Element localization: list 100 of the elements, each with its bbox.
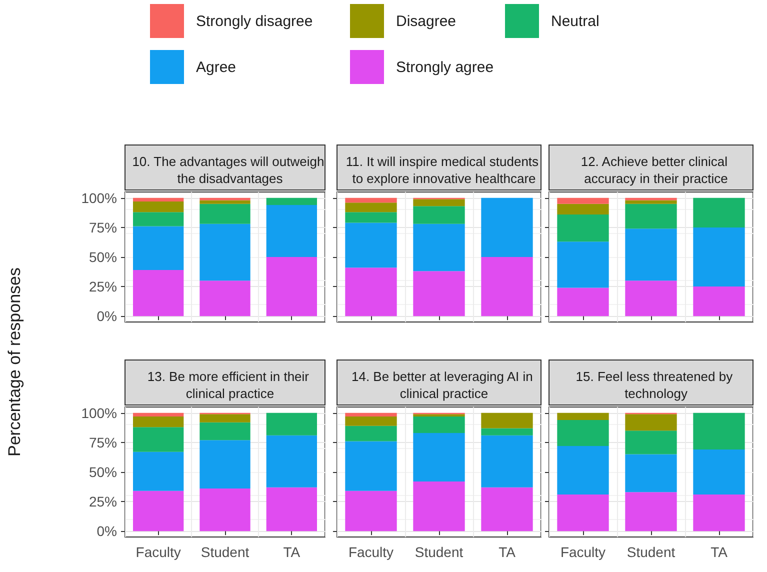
bar [345, 222, 397, 268]
legend-label: Strongly agree [396, 58, 494, 76]
bar [200, 414, 250, 422]
bar [345, 490, 397, 532]
bar [345, 412, 397, 416]
bar [625, 414, 677, 431]
bar [345, 416, 397, 426]
bar [481, 257, 533, 316]
x-tick-label: Student [414, 544, 464, 560]
y-tick-label: 50% [88, 464, 117, 480]
x-tick-label: Faculty [560, 544, 606, 560]
bar [266, 257, 317, 316]
bar [557, 204, 609, 214]
chart-title: 14. Be better at leveraging AI in clinical practice [351, 369, 537, 401]
bar [625, 430, 677, 454]
x-tick-label: TA [498, 544, 516, 560]
bar [413, 416, 465, 433]
bar [481, 487, 533, 532]
bar [133, 490, 184, 532]
bar [133, 198, 184, 202]
bar [345, 202, 397, 212]
bar [557, 214, 609, 242]
bar [557, 446, 609, 494]
bar [200, 280, 250, 316]
bar [625, 454, 677, 492]
bar [345, 198, 397, 203]
bar [481, 198, 533, 257]
y-tick-label: 100% [81, 190, 117, 206]
legend-label: Neutral [551, 12, 600, 30]
bar [625, 280, 677, 316]
bar [345, 426, 397, 442]
bar [266, 487, 317, 532]
bar [200, 488, 250, 532]
y-tick-label: 25% [88, 494, 117, 510]
x-tick-label: TA [710, 544, 728, 560]
bar [413, 433, 465, 482]
bar [557, 242, 609, 288]
bar [200, 200, 250, 204]
bar [481, 412, 533, 428]
y-tick-label: 25% [88, 278, 117, 295]
bar [625, 204, 677, 229]
legend-label: Disagree [396, 12, 456, 30]
bar [345, 268, 397, 316]
bar [200, 440, 250, 489]
bar [133, 226, 184, 270]
y-tick-label: 75% [88, 219, 117, 236]
bar [133, 201, 184, 212]
x-tick-label: Faculty [348, 544, 394, 560]
bar [625, 228, 677, 281]
x-tick-label: Student [626, 544, 676, 560]
bar [200, 422, 250, 440]
bar [266, 435, 317, 488]
x-tick-label: Faculty [136, 544, 181, 560]
bar [413, 206, 465, 224]
y-tick-label: 50% [88, 249, 117, 265]
x-tick-label: Student [200, 544, 250, 560]
bar [557, 288, 609, 316]
bar [200, 204, 250, 224]
bar [266, 412, 317, 436]
bar [693, 227, 745, 287]
bar [481, 435, 533, 488]
chart-title: 13. Be more efficient in their clinical practice [147, 369, 313, 401]
bar [133, 427, 184, 452]
bar [133, 212, 184, 226]
bar [133, 452, 184, 491]
y-axis-title: Percentage of responses [5, 266, 25, 459]
bar [693, 494, 745, 532]
bar [200, 224, 250, 281]
bar [557, 198, 609, 204]
chart-title: 15. Feel less threatened by technology [576, 369, 736, 401]
bar [133, 412, 184, 416]
bar [345, 441, 397, 491]
bar [266, 205, 317, 257]
bar [557, 412, 609, 420]
bar [413, 199, 465, 206]
bar [693, 198, 745, 228]
chart-title: 10. The advantages will outweigh the disadvantages [132, 154, 328, 186]
legend-label: Agree [196, 58, 236, 76]
y-tick-label: 0% [96, 523, 117, 540]
chart-title: 11. It will inspire medical students to explore innovative healthcare [346, 154, 542, 186]
bar [200, 198, 250, 200]
bar [625, 492, 677, 532]
bar [557, 494, 609, 532]
bar [413, 271, 465, 316]
bar [693, 450, 745, 494]
y-tick-label: 0% [96, 308, 117, 324]
bar [693, 286, 745, 316]
bar [266, 198, 317, 205]
chart-title: 12. Achieve better clinical accuracy in their practice [580, 154, 732, 186]
bar [413, 481, 465, 532]
bar [481, 428, 533, 436]
bar [345, 212, 397, 223]
bar [693, 412, 745, 450]
y-tick-label: 100% [81, 404, 117, 421]
bar [133, 270, 184, 316]
bar [625, 198, 677, 200]
bar [625, 200, 677, 204]
bar [557, 420, 609, 446]
bar [413, 224, 465, 272]
x-tick-label: TA [283, 544, 301, 560]
